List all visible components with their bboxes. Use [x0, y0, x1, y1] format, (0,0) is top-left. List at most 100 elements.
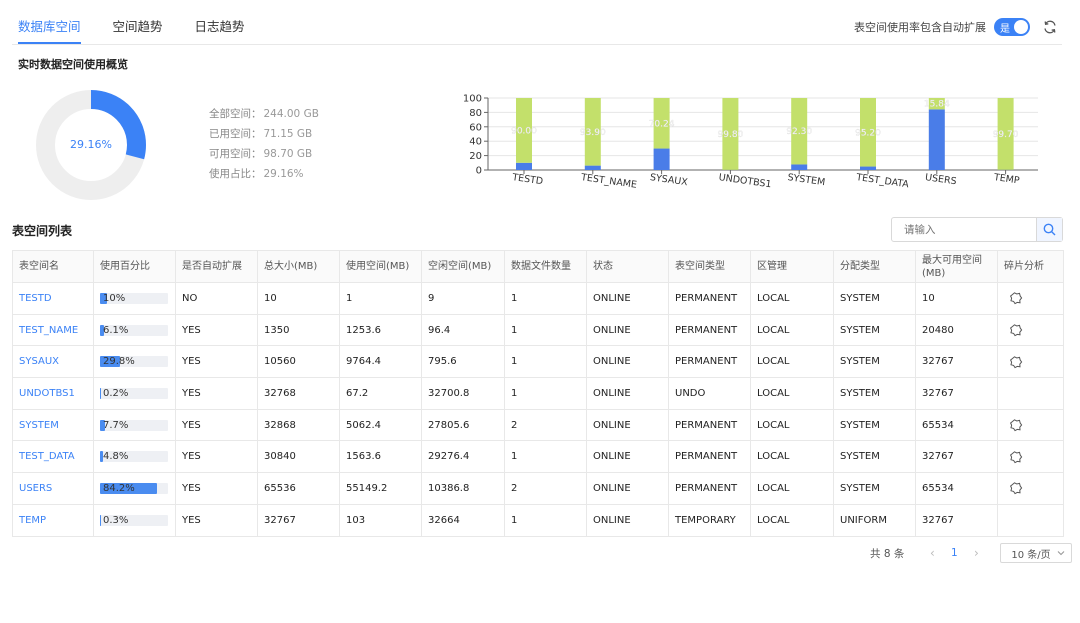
cell-tablespace-name: USERS — [12, 472, 94, 505]
cell-files: 2 — [504, 408, 587, 442]
table-row: USERS 84.2% YES 65536 55149.2 10386.8 2 ONLINE P… — [12, 472, 1064, 505]
tablespace-list-title: 表空间列表 — [12, 224, 73, 238]
stat-used-label: 已用空间： — [209, 128, 262, 140]
chart-bar-segment — [653, 98, 670, 149]
col-header: 使用百分比 — [93, 250, 176, 283]
bar-data-label: 92.30 — [786, 127, 812, 137]
col-header: 是否自动扩展 — [175, 250, 258, 283]
tab-database-space[interactable]: 数据库空间 — [18, 0, 81, 44]
space-stats: 全部空间： 244.00 GB 已用空间： 71.15 GB 可用空间： 98.70 … — [209, 108, 319, 188]
search-box — [891, 217, 1063, 242]
cell-free: 32664 — [421, 503, 505, 537]
stat-total-label: 全部空间： — [209, 108, 262, 120]
tablespace-name-link[interactable]: TEST_NAME — [19, 324, 79, 336]
cell-type: PERMANENT — [668, 282, 751, 315]
fragment-analysis-icon[interactable] — [1009, 323, 1023, 337]
chart-bar-segment — [791, 98, 808, 165]
col-header: 区管理 — [750, 250, 834, 283]
refresh-icon[interactable] — [1042, 19, 1058, 35]
cell-used: 5062.4 — [339, 408, 422, 442]
bar-data-label: 15.84 — [924, 100, 950, 110]
usage-donut-chart — [36, 90, 146, 200]
stat-free: 可用空间： 98.70 GB — [209, 148, 319, 168]
tab-space-trend[interactable]: 空间趋势 — [112, 19, 163, 34]
usage-percent-text: 4.8% — [103, 451, 129, 463]
cell-alloc: SYSTEM — [833, 313, 916, 347]
cell-files: 1 — [504, 345, 587, 379]
x-tick-label: USERS — [924, 172, 957, 187]
fragment-analysis-icon[interactable] — [1009, 450, 1023, 464]
table-row: SYSAUX 29.8% YES 10560 9764.4 795.6 1 ONLINE PER… — [12, 345, 1064, 379]
cell-files: 2 — [504, 472, 587, 505]
usage-progress-bar: 6.1% — [100, 324, 168, 336]
cell-fragment-analysis — [997, 377, 1064, 410]
cell-total: 32767 — [257, 503, 340, 537]
cell-auto: YES — [175, 377, 258, 410]
usage-progress-bar: 4.8% — [100, 451, 168, 463]
cell-max: 32767 — [915, 440, 998, 474]
pagination-total: 共 8 条 — [870, 547, 905, 560]
fragment-analysis-icon[interactable] — [1009, 355, 1023, 369]
tablespace-name-link[interactable]: SYSAUX — [19, 356, 59, 368]
page-number-current[interactable]: 1 — [951, 547, 958, 559]
tablespace-name-link[interactable]: UNDOTBS1 — [19, 387, 75, 399]
cell-used: 1563.6 — [339, 440, 422, 474]
cell-alloc: SYSTEM — [833, 472, 916, 505]
tablespace-name-link[interactable]: TEST_DATA — [19, 451, 75, 463]
y-tick-label: 20 — [469, 151, 482, 162]
cell-files: 1 — [504, 282, 587, 315]
chart-bar-segment — [516, 98, 532, 163]
cell-used: 1253.6 — [339, 313, 422, 347]
fragment-analysis-icon[interactable] — [1009, 481, 1023, 495]
search-input[interactable] — [892, 218, 1036, 241]
cell-fragment-analysis — [997, 503, 1064, 537]
cell-status: ONLINE — [586, 282, 669, 315]
cell-used: 1 — [339, 282, 422, 315]
cell-max: 10 — [915, 282, 998, 315]
bar-data-label: 95.20 — [855, 128, 881, 138]
cell-free: 9 — [421, 282, 505, 315]
cell-extent: LOCAL — [750, 503, 834, 537]
cell-max: 32767 — [915, 377, 998, 410]
tablespace-name-link[interactable]: TEMP — [19, 514, 47, 526]
search-button[interactable] — [1036, 218, 1062, 241]
cell-usage-percent: 6.1% — [93, 313, 176, 347]
chart-bar-segment — [584, 165, 601, 170]
usage-percent-text: 0.3% — [103, 514, 129, 526]
cell-total: 65536 — [257, 472, 340, 505]
cell-type: PERMANENT — [668, 313, 751, 347]
tablespace-name-link[interactable]: SYSTEM — [19, 419, 59, 431]
x-tick-label: SYSAUX — [649, 172, 689, 188]
col-header: 状态 — [586, 250, 669, 283]
table-row: TESTD 10% NO 10 1 9 1 ONLINE PERMANENT LOCAL SYSTE… — [12, 282, 1064, 315]
fragment-analysis-icon[interactable] — [1009, 291, 1023, 305]
chart-bar-segment — [584, 98, 601, 166]
table-row: TEST_NAME 6.1% YES 1350 1253.6 96.4 1 ONLINE PER… — [12, 313, 1064, 347]
fragment-analysis-icon[interactable] — [1009, 418, 1023, 432]
chart-bar-segment — [928, 109, 945, 170]
tablespace-name-link[interactable]: TESTD — [19, 292, 52, 304]
cell-used: 67.2 — [339, 377, 422, 410]
usage-percent-text: 0.2% — [103, 387, 129, 399]
page-size-select[interactable]: 10 条/页 — [1000, 543, 1073, 563]
col-header: 最大可用空间(MB) — [915, 250, 998, 283]
cell-type: PERMANENT — [668, 345, 751, 379]
tablespace-name-link[interactable]: USERS — [19, 482, 53, 494]
cell-auto: YES — [175, 408, 258, 442]
cell-auto: YES — [175, 345, 258, 379]
usage-progress-fill — [100, 451, 104, 463]
auto-extend-toggle[interactable]: 是 — [994, 18, 1030, 36]
col-header: 表空间名 — [12, 250, 94, 283]
chart-bar-segment — [653, 148, 670, 170]
tab-log-trend[interactable]: 日志趋势 — [194, 19, 245, 34]
cell-used: 103 — [339, 503, 422, 537]
usage-percent-text: 10% — [103, 292, 126, 304]
next-page-icon[interactable]: › — [973, 546, 979, 560]
cell-files: 1 — [504, 377, 587, 410]
pagination: 共 8 条 ‹ 1 › 10 条/页 — [870, 543, 1073, 563]
usage-progress-fill — [100, 356, 121, 368]
cell-total: 32768 — [257, 377, 340, 410]
prev-page-icon[interactable]: ‹ — [929, 546, 935, 560]
auto-extend-toggle-label: 表空间使用率包含自动扩展 — [854, 21, 986, 34]
col-header: 总大小(MB) — [257, 250, 340, 283]
